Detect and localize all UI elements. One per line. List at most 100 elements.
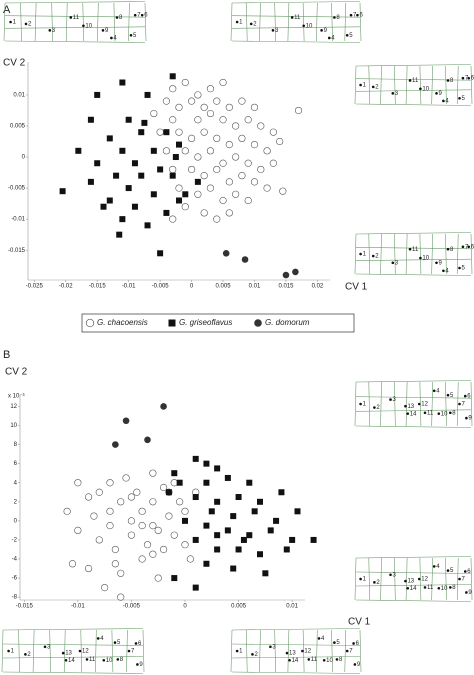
grid-line	[394, 557, 396, 601]
y-tick-label: 0	[22, 155, 26, 161]
grid-line	[231, 1, 361, 4]
landmark-label: 7	[465, 244, 469, 250]
y-tick-label: -8	[12, 595, 18, 601]
x-tick-label: 0.005	[216, 284, 232, 290]
landmark	[463, 394, 467, 398]
landmark-label: 14	[68, 658, 75, 664]
point	[117, 498, 125, 506]
point	[238, 134, 246, 142]
point	[106, 135, 113, 142]
landmark	[359, 252, 362, 256]
landmark	[435, 92, 438, 95]
point	[112, 441, 119, 448]
landmark	[133, 13, 137, 17]
landmark	[134, 642, 138, 645]
x-tick-label: -0.005	[123, 604, 141, 610]
point	[63, 507, 71, 515]
point	[273, 517, 280, 524]
point	[119, 79, 126, 86]
landmark-label: 1	[363, 402, 367, 408]
landmark-label: 7	[137, 13, 141, 19]
point	[94, 160, 101, 167]
legend-marker	[254, 319, 262, 327]
grid-line	[354, 65, 357, 105]
landmark	[335, 658, 339, 661]
grid-line	[142, 629, 145, 673]
grid-line	[331, 2, 333, 42]
point	[213, 215, 221, 223]
point	[176, 498, 184, 506]
grid-line	[355, 425, 472, 428]
landmark	[7, 649, 10, 653]
point	[235, 494, 242, 501]
landmark-label: 3	[393, 397, 397, 403]
landmark	[419, 256, 422, 260]
point	[203, 460, 210, 467]
grid-line	[2, 671, 144, 674]
grid-line	[259, 2, 261, 42]
grid-line	[380, 381, 382, 427]
point	[119, 216, 126, 223]
point	[160, 403, 167, 410]
point	[154, 574, 162, 582]
point	[187, 134, 196, 142]
point	[159, 483, 168, 492]
grid-line	[344, 629, 347, 673]
landmark	[446, 79, 450, 82]
grid-line	[355, 103, 472, 106]
point	[106, 507, 114, 515]
point	[181, 507, 189, 515]
point	[100, 203, 107, 210]
grid-line	[355, 273, 472, 276]
point	[289, 536, 296, 543]
grid-line	[419, 233, 422, 275]
point	[192, 455, 199, 462]
landmark-label: 13	[289, 651, 296, 657]
point	[269, 128, 277, 136]
grid-line	[95, 629, 97, 673]
landmark-label: 8	[452, 410, 456, 416]
landmark	[136, 663, 139, 666]
landmark	[359, 577, 362, 581]
point	[310, 536, 317, 543]
point	[219, 78, 227, 87]
grid-line	[380, 557, 382, 601]
landmark	[417, 577, 421, 581]
landmark-label: 5	[336, 640, 340, 646]
grid-line	[231, 628, 361, 631]
landmark-label: 3	[275, 28, 279, 34]
point	[106, 197, 113, 204]
y-tick-label: -0.015	[8, 248, 26, 254]
landmark-label: 1	[363, 577, 367, 583]
grid-line	[431, 233, 433, 275]
point	[244, 196, 252, 205]
grid-line	[354, 381, 357, 427]
landmark-label: 10	[441, 586, 448, 592]
point	[269, 159, 277, 167]
point	[244, 159, 252, 167]
point	[225, 103, 233, 111]
landmark	[467, 76, 471, 80]
landmark-label: 2	[253, 21, 257, 27]
point	[250, 178, 259, 186]
point	[232, 153, 240, 161]
point	[169, 85, 177, 93]
point	[214, 532, 221, 539]
y-tick-label: -4	[12, 557, 18, 563]
landmark	[437, 412, 441, 415]
landmark	[269, 645, 272, 649]
landmark-label: 2	[254, 652, 258, 658]
point	[176, 197, 182, 204]
grid-line	[355, 571, 472, 574]
landmark	[322, 658, 326, 662]
landmark	[115, 16, 119, 19]
landmark-label: 7	[131, 649, 135, 655]
grid-line	[355, 89, 472, 92]
point	[157, 166, 164, 173]
landmark	[24, 22, 28, 26]
landmark	[404, 579, 407, 583]
grid-line	[316, 629, 318, 673]
